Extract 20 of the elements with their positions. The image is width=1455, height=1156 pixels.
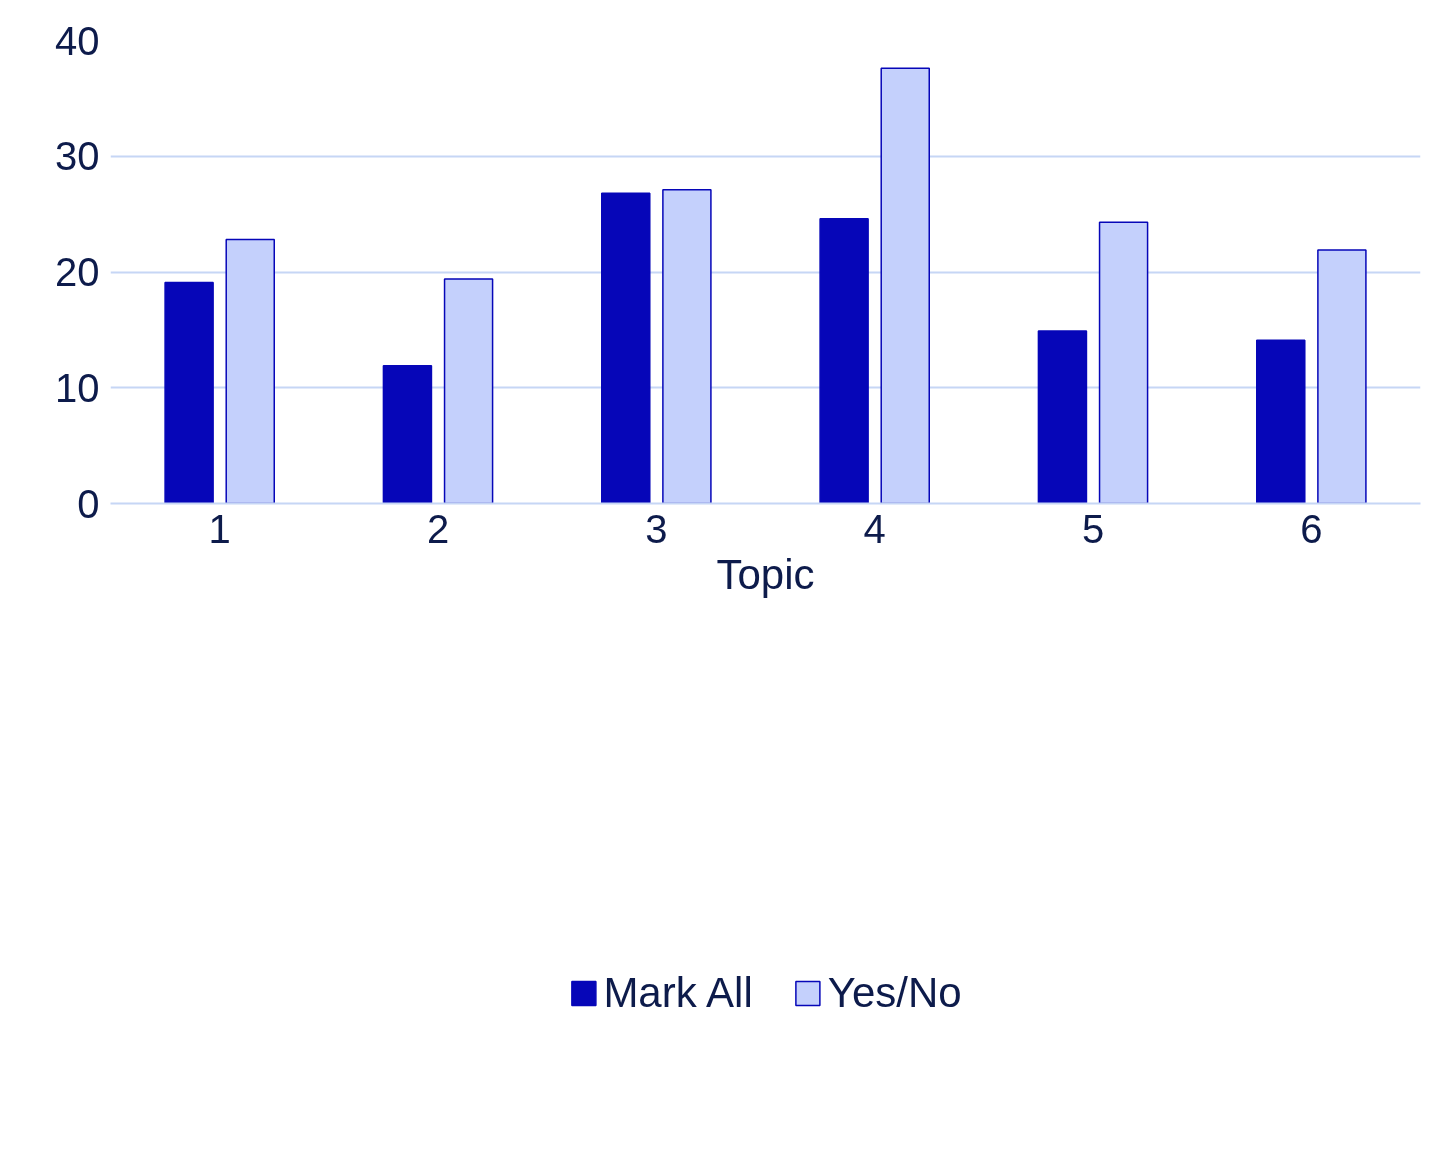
x-tick-label: 1: [208, 506, 231, 551]
bar: [819, 218, 869, 504]
y-tick-label: 20: [55, 250, 100, 294]
x-axis-title: Topic: [716, 550, 815, 598]
x-tick-label: 3: [645, 506, 668, 551]
bar: [164, 281, 214, 504]
y-tick-label: 30: [55, 134, 100, 179]
bar: [1037, 330, 1088, 504]
y-tick-label: 0: [77, 481, 100, 526]
bar: [382, 365, 433, 504]
bar: [601, 192, 651, 504]
legend-label: Mark All: [603, 969, 753, 1017]
bar: [1256, 339, 1306, 504]
x-tick-label: 6: [1300, 506, 1323, 551]
y-tick-label: 40: [55, 18, 100, 63]
x-tick-label: 2: [426, 506, 450, 551]
x-tick-label: 5: [1081, 506, 1105, 551]
x-tick-label: 4: [863, 506, 886, 551]
y-tick-label: 10: [55, 365, 100, 410]
legend-label: Yes/No: [827, 969, 962, 1017]
